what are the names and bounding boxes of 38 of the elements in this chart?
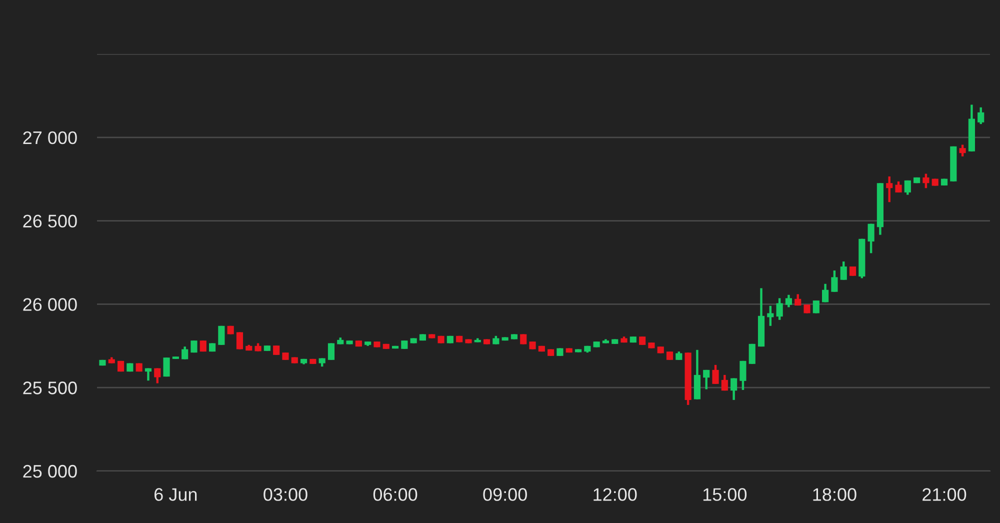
candlestick <box>721 374 728 392</box>
candlestick <box>831 269 838 293</box>
candlestick <box>959 144 966 158</box>
candlestick <box>236 331 244 350</box>
candlestick <box>328 342 335 362</box>
candlestick <box>868 222 874 254</box>
candlestick <box>703 368 710 390</box>
x-tick-label: 09:00 <box>483 488 527 501</box>
candlestick <box>895 180 902 194</box>
candlestick <box>182 345 188 360</box>
y-tick-label: 26 000 <box>23 298 77 311</box>
candlestick <box>822 282 829 304</box>
candlestick <box>840 260 847 281</box>
candlestick <box>922 172 930 190</box>
candlestick <box>904 179 911 196</box>
y-tick-label: 25 000 <box>23 464 77 478</box>
candlestick <box>849 265 856 277</box>
x-tick-label: 21:00 <box>922 488 966 501</box>
candlestick <box>712 364 719 386</box>
x-tick-label: 06:00 <box>373 488 418 501</box>
candlestick <box>740 360 746 392</box>
candlestick <box>886 175 893 204</box>
x-tick-label: 6 Jun <box>154 488 197 501</box>
y-tick-label: 26 500 <box>23 214 77 228</box>
candlestick <box>273 344 280 356</box>
y-tick-label: 27 000 <box>23 131 77 144</box>
candlestick <box>730 377 738 402</box>
y-tick-label: 25 500 <box>23 382 77 394</box>
candlestick <box>785 294 792 308</box>
candlestick <box>812 299 820 314</box>
candlestick <box>776 297 783 321</box>
candlestick <box>978 106 984 126</box>
candlestick <box>767 304 774 327</box>
x-tick-label: 15:00 <box>703 488 747 501</box>
candlestick <box>154 367 161 384</box>
x-tick-label: 12:00 <box>594 488 637 501</box>
x-tick-label: 03:00 <box>264 488 308 501</box>
x-tick-label: 18:00 <box>813 488 856 501</box>
